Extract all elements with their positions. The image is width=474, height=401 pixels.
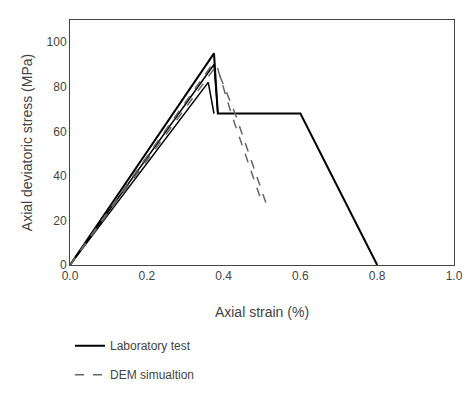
svg-text:0: 0 (60, 258, 67, 272)
svg-text:Laboratory test: Laboratory test (110, 339, 191, 353)
svg-text:0.0: 0.0 (62, 269, 79, 283)
svg-text:100: 100 (47, 35, 67, 49)
svg-text:40: 40 (53, 169, 67, 183)
svg-text:1.0: 1.0 (446, 269, 463, 283)
svg-text:0.8: 0.8 (369, 269, 386, 283)
svg-text:Axial strain (%): Axial strain (%) (215, 304, 309, 320)
svg-text:0.4: 0.4 (215, 269, 232, 283)
svg-text:60: 60 (53, 125, 67, 139)
svg-text:0.2: 0.2 (138, 269, 155, 283)
svg-text:20: 20 (53, 214, 67, 228)
svg-text:Axial deviatoric stress (MPa): Axial deviatoric stress (MPa) (19, 54, 35, 231)
svg-text:0.6: 0.6 (292, 269, 309, 283)
svg-text:80: 80 (53, 80, 67, 94)
svg-text:DEM simualtion: DEM simualtion (110, 368, 194, 382)
